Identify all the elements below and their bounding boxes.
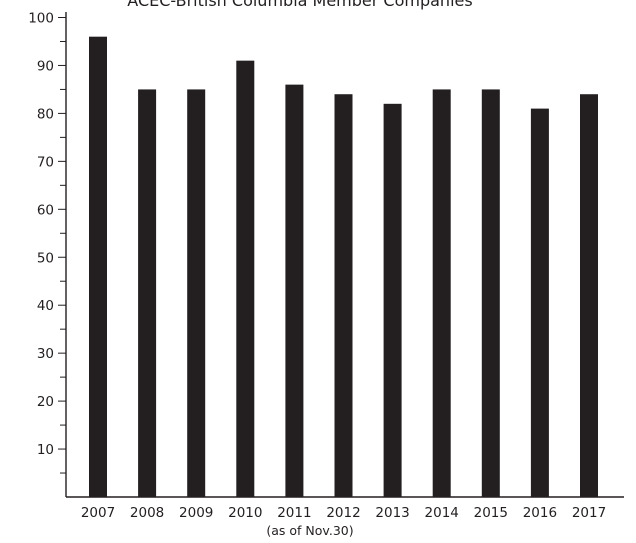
bar-2011 bbox=[285, 84, 304, 497]
bar-2017 bbox=[580, 94, 598, 497]
x-tick-label: 2011 bbox=[277, 505, 311, 521]
bar-2014 bbox=[432, 89, 451, 498]
x-tick-label: 2007 bbox=[81, 505, 115, 521]
x-tick-label: 2009 bbox=[179, 505, 213, 521]
x-tick-label: 2017 bbox=[572, 505, 606, 521]
y-axis-ticks: 100 90 80 70 60 50 40 30 20 10 bbox=[28, 11, 66, 474]
y-tick-label: 50 bbox=[37, 250, 54, 266]
category-note: (as of Nov.30) bbox=[266, 523, 353, 538]
y-tick-label: 80 bbox=[37, 106, 54, 122]
x-axis-labels: 2007 2008 2009 2010 2011 2012 2013 2014 2015 2016… bbox=[81, 505, 606, 521]
bar-2012 bbox=[334, 94, 353, 497]
bar-2008 bbox=[138, 89, 157, 498]
bar-2016 bbox=[530, 108, 549, 497]
bar-2013 bbox=[383, 103, 402, 497]
chart-title: ACEC-British Columbia Member Companies bbox=[127, 0, 472, 10]
y-tick-label: 40 bbox=[37, 298, 54, 314]
y-tick-label: 90 bbox=[37, 58, 54, 74]
bars-group bbox=[89, 36, 598, 498]
x-tick-label: 2014 bbox=[425, 505, 459, 521]
x-tick-label: 2013 bbox=[375, 505, 409, 521]
x-tick-label: 2016 bbox=[523, 505, 557, 521]
y-tick-label: 20 bbox=[37, 394, 54, 410]
bar-2010 bbox=[236, 60, 255, 497]
y-tick-label: 70 bbox=[37, 154, 54, 170]
y-tick-label: 60 bbox=[37, 202, 54, 218]
x-tick-label: 2015 bbox=[474, 505, 508, 521]
bar-2007 bbox=[89, 36, 107, 498]
x-tick-label: 2010 bbox=[228, 505, 262, 521]
y-tick-label: 100 bbox=[28, 11, 54, 27]
bar-2009 bbox=[187, 89, 206, 498]
y-tick-label: 30 bbox=[37, 346, 54, 362]
x-tick-label: 2008 bbox=[130, 505, 164, 521]
x-tick-label: 2012 bbox=[326, 505, 360, 521]
bar-2015 bbox=[481, 89, 500, 498]
y-tick-label: 10 bbox=[37, 442, 54, 458]
